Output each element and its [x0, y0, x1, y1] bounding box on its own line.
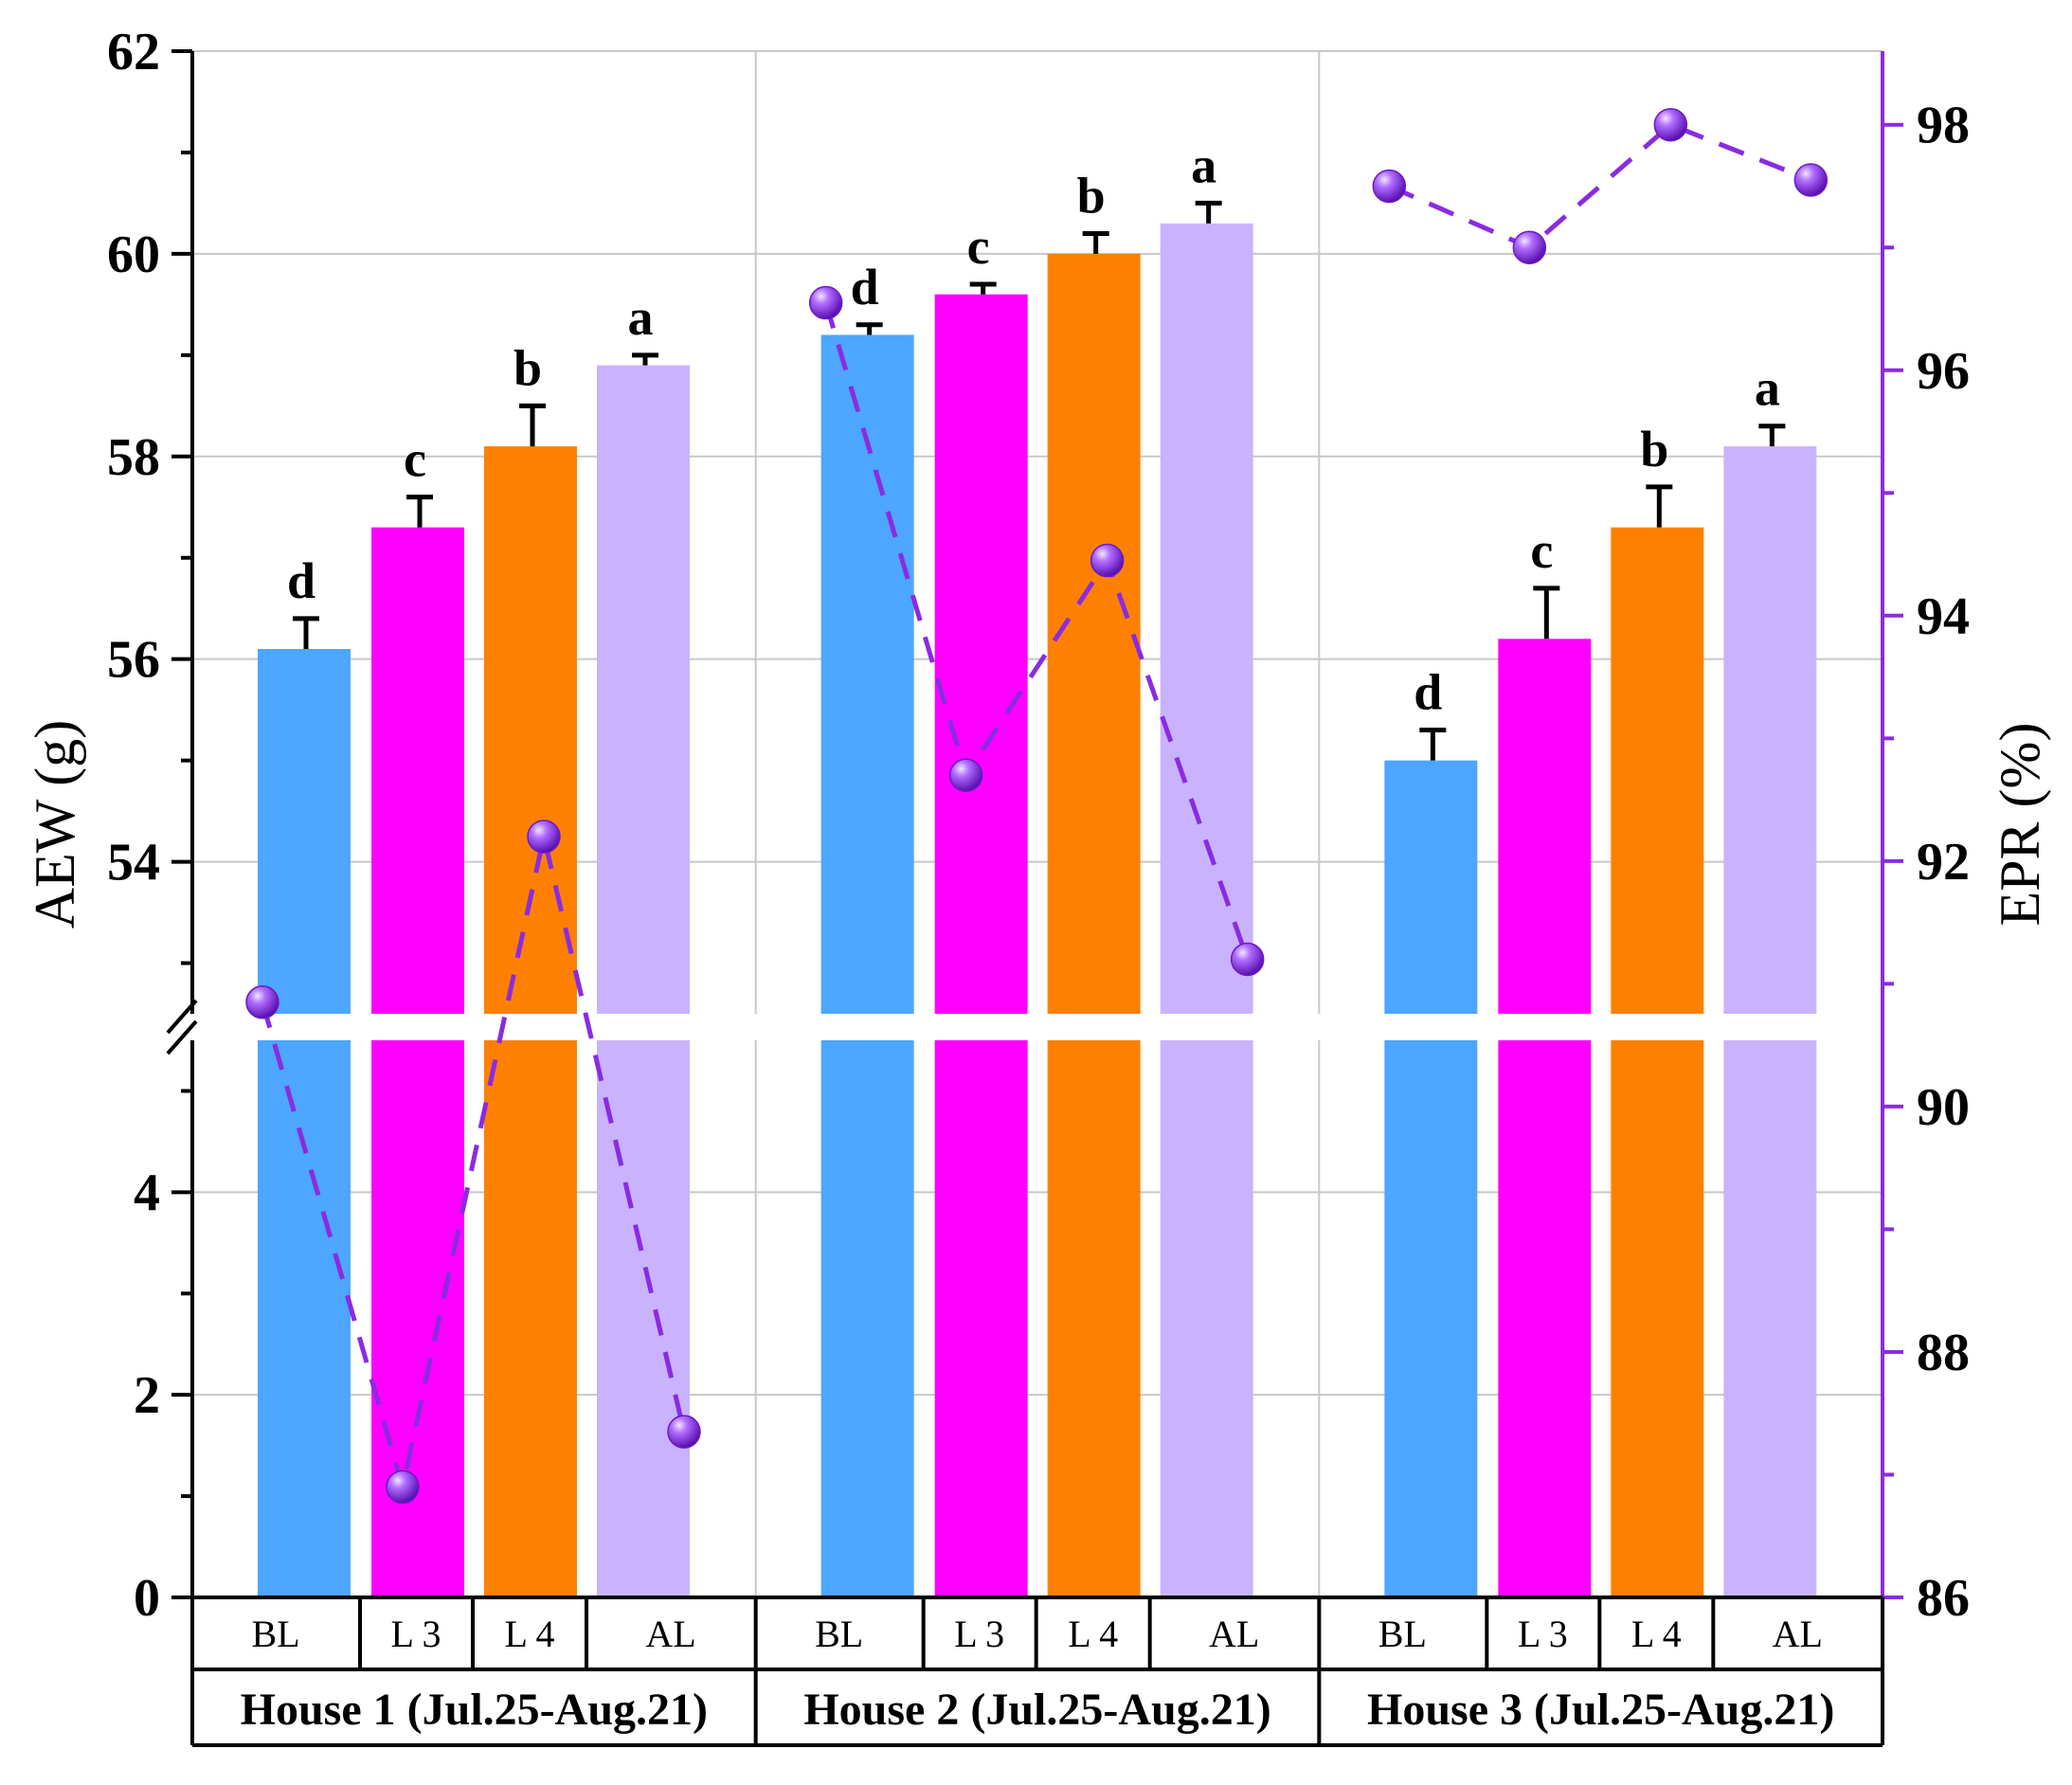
break-mark: [166, 999, 198, 1035]
epr-point: [1653, 107, 1688, 142]
bar: [258, 648, 351, 1014]
break-mark: [166, 1019, 198, 1055]
significance-letter: b: [1640, 421, 1668, 478]
epr-point: [1230, 942, 1265, 977]
epr-series-line: [1388, 121, 1812, 251]
bar-lower: [820, 1040, 914, 1597]
y-left-tick-label: 0: [134, 1569, 160, 1628]
axis-break: [189, 1014, 1885, 1040]
y-right-tick-label: 92: [1917, 833, 1970, 892]
error-bars: [293, 200, 1786, 761]
category-label: L 3: [1518, 1613, 1568, 1655]
y-left-tick-label: 54: [107, 834, 160, 892]
significance-letter: b: [1077, 168, 1106, 225]
break-gap: [189, 1014, 1885, 1040]
y-left-tick-label: 56: [107, 631, 160, 690]
category-label: AL: [1773, 1613, 1823, 1655]
epr-series-line: [823, 301, 1251, 961]
significance-letters: d c b a d c b a d c b a: [287, 136, 1780, 720]
bar-lower: [1384, 1040, 1478, 1597]
axes: 54 56 58 60 62 0 2 4 86 88 90 92 94 96 98: [107, 23, 1970, 1628]
y-left-tick-label: 58: [107, 428, 160, 487]
bar: [1723, 446, 1817, 1014]
significance-letter: c: [1530, 522, 1553, 579]
bar: [371, 527, 464, 1014]
category-table: BL L 3 L 4 AL House 1 (Jul.25-Aug.21) BL L 3 L …: [190, 1596, 1884, 1747]
bar: [1384, 760, 1478, 1014]
epr-point: [948, 758, 983, 792]
y-right-tick-label: 86: [1917, 1569, 1970, 1628]
epr-point: [1372, 169, 1407, 204]
category-label: L 4: [1631, 1613, 1682, 1655]
y-left-tick-label: 60: [107, 225, 160, 284]
y-left-tick-label: 62: [107, 23, 160, 81]
bar-lower: [258, 1040, 351, 1597]
y-right-tick-label: 90: [1917, 1078, 1970, 1137]
epr-line: [245, 107, 1829, 1505]
significance-letter: d: [287, 552, 315, 609]
bar-lower: [1611, 1040, 1704, 1597]
epr-point: [667, 1415, 701, 1449]
significance-letter: c: [967, 218, 990, 275]
group-label: House 3 (Jul.25-Aug.21): [1367, 1685, 1834, 1735]
bar-lower: [934, 1040, 1028, 1597]
significance-letter: c: [404, 431, 426, 488]
bar-lower: [1160, 1040, 1253, 1597]
epr-point: [1090, 543, 1125, 578]
bar-lower: [597, 1040, 690, 1597]
group-label: House 2 (Jul.25-Aug.21): [803, 1685, 1270, 1735]
y-left-tick-label: 2: [134, 1366, 160, 1425]
bar-lower: [484, 1040, 577, 1597]
category-label: L 4: [1068, 1613, 1118, 1655]
bar: [1611, 527, 1704, 1014]
category-label: BL: [815, 1613, 863, 1655]
epr-point: [386, 1469, 420, 1505]
y-right-tick-label: 96: [1917, 342, 1970, 401]
group-label: House 1 (Jul.25-Aug.21): [241, 1685, 708, 1735]
category-label: BL: [251, 1613, 299, 1655]
bar: [484, 446, 577, 1014]
category-label: L 4: [505, 1613, 555, 1655]
epr-point: [1512, 230, 1547, 264]
bar-lower: [1723, 1040, 1817, 1597]
y-right-tick-label: 94: [1917, 587, 1970, 646]
significance-letter: d: [851, 259, 879, 316]
significance-letter: a: [1755, 360, 1780, 417]
significance-letter: a: [1191, 136, 1216, 193]
bar: [597, 365, 690, 1014]
bars: [258, 223, 1817, 1597]
category-label: BL: [1378, 1613, 1427, 1655]
y-axis-left-label: AEW (g): [24, 720, 86, 929]
epr-point: [527, 820, 561, 854]
category-label: AL: [1209, 1613, 1259, 1655]
bar: [1047, 253, 1141, 1014]
significance-letter: d: [1414, 664, 1442, 721]
epr-point: [808, 285, 843, 320]
bar-lower: [1047, 1040, 1141, 1597]
gridlines: [192, 50, 1883, 1597]
y-left-tick-label: 4: [134, 1163, 160, 1222]
category-label: AL: [645, 1613, 695, 1655]
category-label: L 3: [954, 1613, 1004, 1655]
bar: [1160, 223, 1253, 1014]
epr-point: [1793, 163, 1829, 197]
category-label: L 3: [391, 1613, 441, 1655]
y-axis-right-label: EPR (%): [1989, 723, 2051, 927]
significance-letter: a: [628, 289, 654, 346]
bar-lower: [371, 1040, 464, 1597]
bar: [934, 294, 1028, 1014]
epr-series-line: [260, 836, 687, 1488]
bar: [1498, 639, 1592, 1014]
bar-lower: [1498, 1040, 1592, 1597]
y-right-tick-label: 88: [1917, 1324, 1970, 1382]
y-right-tick-label: 98: [1917, 97, 1970, 155]
epr-point: [245, 985, 279, 1019]
significance-letter: b: [513, 339, 542, 396]
